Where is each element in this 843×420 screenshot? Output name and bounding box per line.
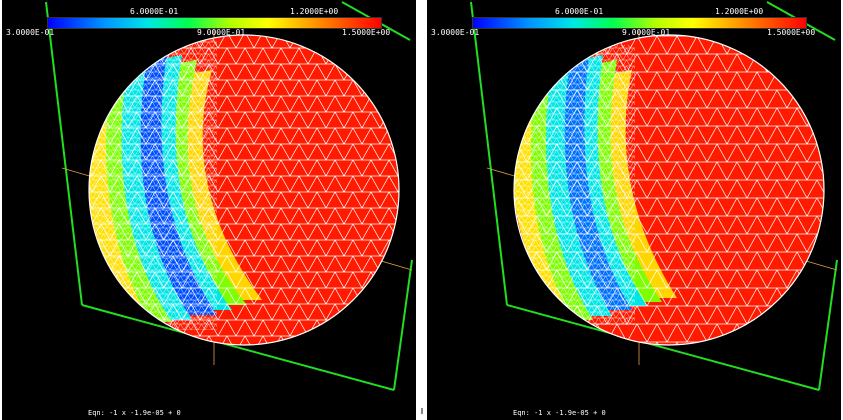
colorbar-tick-label: 1.2000E+00 [290, 7, 339, 16]
viewport-right[interactable]: 6.0000E-01 1.2000E+00 3.0000E-01 9.0000E… [427, 0, 841, 420]
mesh-disc [514, 35, 824, 345]
viewport-left[interactable]: 6.0000E-01 1.2000E+00 3.0000E-01 9.0000E… [2, 0, 416, 420]
colorbar-tick-label: 6.0000E-01 [130, 7, 179, 16]
frame-line [470, 1, 508, 306]
colorbar-tick-label: 1.2000E+00 [715, 7, 764, 16]
colorbar [47, 17, 382, 29]
colorbar-tick-label: 6.0000E-01 [555, 7, 604, 16]
frame-line [818, 259, 838, 391]
colorbar-tick-label: 9.0000E-01 [622, 28, 671, 37]
frame-line [393, 259, 413, 391]
mesh-scene-right [470, 1, 838, 391]
equation-label: Eqn: -1 x -1.9e-05 + 0 [513, 409, 606, 417]
colorbar-tick-label: 9.0000E-01 [197, 28, 246, 37]
colorbar-tick-label: 1.5000E+00 [342, 28, 391, 37]
mesh-disc [89, 35, 399, 345]
frame-line [45, 1, 83, 306]
colorbar-tick-label: 3.0000E-01 [431, 28, 480, 37]
frame-line [81, 304, 395, 391]
divider [421, 408, 423, 414]
colorbar [472, 17, 807, 29]
frame-line [506, 304, 820, 391]
colorbar-tick-label: 3.0000E-01 [6, 28, 55, 37]
mesh-scene-left [45, 1, 413, 391]
colorbar-tick-label: 1.5000E+00 [767, 28, 816, 37]
equation-label: Eqn: -1 x -1.9e-05 + 0 [88, 409, 181, 417]
